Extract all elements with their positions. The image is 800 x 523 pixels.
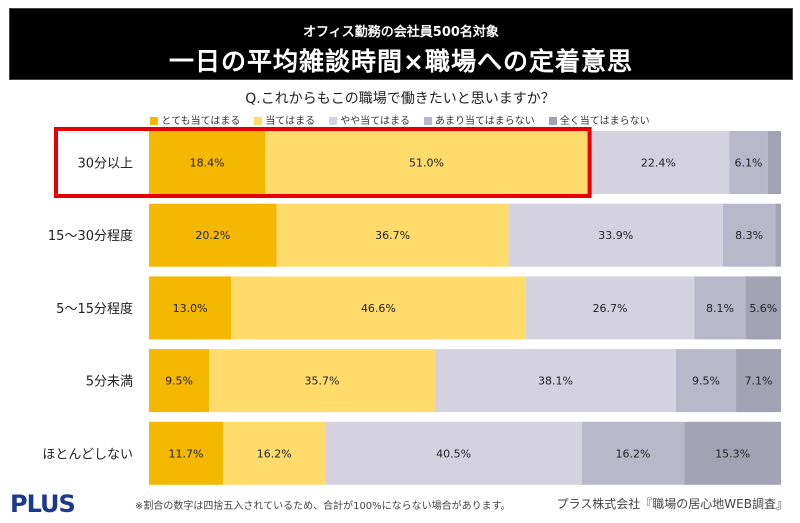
legend-label: とても当てはまる — [161, 116, 241, 127]
legend-swatch — [548, 117, 557, 125]
legend-item: 当てはまる — [254, 116, 315, 127]
data-label: 6.1% — [734, 157, 762, 170]
bar-segment — [525, 276, 695, 340]
legend-item: とても当てはまる — [150, 116, 240, 127]
data-label: 16.2% — [257, 447, 292, 460]
data-label: 9.5% — [165, 375, 193, 388]
category-label: ほとんどしない — [42, 447, 133, 462]
data-label: 8.3% — [735, 229, 763, 242]
legend-label: あまり当てはまらない — [435, 116, 535, 127]
data-label: 5.6% — [749, 302, 777, 315]
legend-swatch — [329, 117, 338, 125]
legend-item: 全く当てはまらない — [548, 116, 650, 127]
plus-logo: PLUS — [10, 490, 76, 518]
bar-segment — [209, 349, 435, 413]
category-label: 5分未満 — [86, 375, 133, 390]
data-label: 20.2% — [195, 229, 230, 242]
bar-segment — [736, 349, 781, 413]
bar-segment — [675, 349, 737, 413]
data-label: 38.1% — [538, 375, 573, 388]
data-label: 11.7% — [169, 447, 204, 460]
data-label: 7.1% — [745, 375, 773, 388]
category-label: 5〜15分程度 — [56, 301, 133, 317]
source: プラス株式会社『職場の居心地WEB調査』 — [556, 497, 788, 511]
data-label: 46.6% — [361, 302, 396, 315]
legend: とても当てはまる 当てはまる やや当てはまる あまり当てはまらない 全く当てはまらない — [0, 112, 800, 127]
bar-segment — [587, 131, 730, 194]
bar-segment — [265, 131, 588, 194]
bar-segment — [775, 203, 781, 267]
data-label: 35.7% — [305, 375, 340, 388]
legend-label: 全く当てはまらない — [559, 116, 650, 127]
data-label: 8.1% — [706, 302, 734, 315]
data-label: 15.3% — [715, 447, 750, 460]
bar-segment — [729, 131, 768, 194]
chart-title: Q.これからもこの職場で働きたいと思いますか？ — [245, 91, 555, 107]
legend-label: やや当てはまる — [340, 116, 410, 127]
bar-segment — [745, 276, 781, 340]
category-label: 30分以上 — [77, 157, 133, 172]
bar-segment — [231, 276, 526, 340]
bar-segment — [694, 276, 746, 340]
legend-swatch — [424, 117, 432, 125]
data-label: 36.7% — [375, 229, 410, 242]
bar-segment — [325, 421, 582, 485]
highlight-box — [54, 127, 592, 198]
bar-segment — [276, 203, 509, 267]
data-label: 26.7% — [593, 302, 628, 315]
legend-item: やや当てはまる — [329, 116, 410, 127]
legend-label: 当てはまる — [265, 116, 316, 127]
footnote: ※割合の数字は四捨五入されているため、合計が100%にならない場合があります。 — [135, 501, 511, 512]
bar-segment — [223, 421, 326, 485]
header-banner: オフィス勤務の会社員500名対象 一日の平均雑談時間×職場への定着意思 — [9, 8, 793, 80]
legend-swatch — [150, 117, 159, 125]
bar-segment — [684, 421, 781, 485]
bar-segment — [149, 421, 224, 485]
bar-segment — [149, 349, 210, 413]
bar-segment — [149, 203, 277, 267]
data-label: 13.0% — [173, 302, 208, 315]
data-label: 9.5% — [692, 375, 720, 388]
bar-segment — [767, 131, 781, 194]
legend-item: あまり当てはまらない — [424, 116, 535, 127]
header-subtitle: オフィス勤務の会社員500名対象 — [303, 25, 499, 40]
bar-segment — [508, 203, 723, 267]
legend-swatch — [254, 117, 263, 125]
bar-segment — [149, 276, 232, 340]
data-label: 51.0% — [409, 157, 444, 170]
bar-segment — [581, 421, 685, 485]
data-label: 40.5% — [436, 447, 471, 460]
category-label: 15〜30分程度 — [48, 228, 133, 244]
bar-segment — [149, 131, 266, 194]
data-label: 16.2% — [615, 447, 650, 460]
data-label: 33.9% — [598, 229, 633, 242]
bar-segment — [722, 203, 776, 267]
data-label: 22.4% — [641, 157, 676, 170]
data-label: 18.4% — [190, 157, 225, 170]
bar-segment — [434, 349, 676, 413]
header-title: 一日の平均雑談時間×職場への定着意思 — [169, 47, 633, 76]
